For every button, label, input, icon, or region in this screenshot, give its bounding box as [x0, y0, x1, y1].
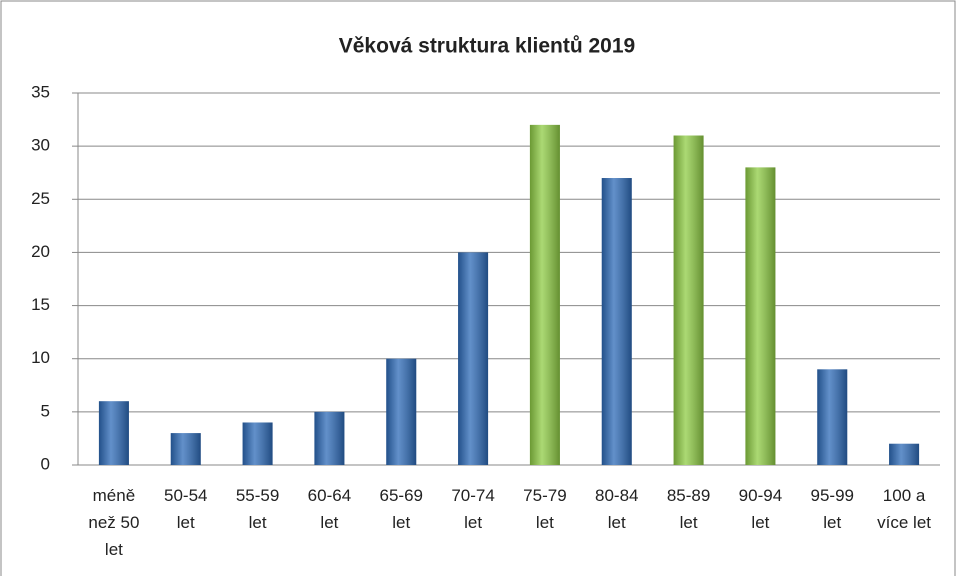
- x-tick-label: 80-84 let: [595, 486, 638, 532]
- x-tick-label: 60-64 let: [308, 486, 351, 532]
- bar-group: [601, 178, 632, 465]
- x-tick-label: 70-74 let: [451, 486, 494, 532]
- bar-group: [314, 411, 345, 465]
- bar-group: [889, 443, 920, 465]
- x-tick-label: 95-99 let: [811, 486, 854, 532]
- bar-shade: [386, 358, 417, 465]
- bar-shade: [314, 411, 345, 465]
- bar-shade: [170, 433, 201, 465]
- bar-shade: [673, 135, 704, 465]
- bar-group: [242, 422, 273, 465]
- bar-group: [98, 401, 129, 465]
- y-tick-label: 15: [31, 295, 50, 314]
- bar-shade: [458, 252, 489, 465]
- bar-shade: [745, 167, 776, 465]
- y-tick-label: 0: [41, 454, 50, 473]
- x-tick-label: 55-59 let: [236, 486, 279, 532]
- y-tick-label: 35: [31, 82, 50, 101]
- bar-group: [817, 369, 848, 465]
- bar-shade: [98, 401, 129, 465]
- y-tick-label: 10: [31, 348, 50, 367]
- x-tick-label: 85-89 let: [667, 486, 710, 532]
- bar-group: [170, 433, 201, 465]
- y-tick-label: 30: [31, 136, 50, 155]
- x-tick-label: 75-79 let: [523, 486, 566, 532]
- bar-group: [529, 124, 560, 465]
- bar-shade: [817, 369, 848, 465]
- bar-group: [458, 252, 489, 465]
- y-tick-label: 5: [41, 401, 50, 420]
- x-tick-label: 50-54 let: [164, 486, 207, 532]
- y-tick-label: 20: [31, 242, 50, 261]
- x-tick-label: 100 a více let: [877, 486, 931, 532]
- bar-shade: [242, 422, 273, 465]
- chart-title: Věková struktura klientů 2019: [339, 35, 635, 58]
- x-tick-label: méně než 50 let: [88, 486, 139, 559]
- bar-group: [745, 167, 776, 465]
- x-tick-label: 65-69 let: [380, 486, 423, 532]
- bar-group: [386, 358, 417, 465]
- bar-shade: [529, 124, 560, 465]
- bar-group: [673, 135, 704, 465]
- y-tick-label: 25: [31, 189, 50, 208]
- x-tick-label: 90-94 let: [739, 486, 782, 532]
- bar-shade: [889, 443, 920, 465]
- bar-shade: [601, 178, 632, 465]
